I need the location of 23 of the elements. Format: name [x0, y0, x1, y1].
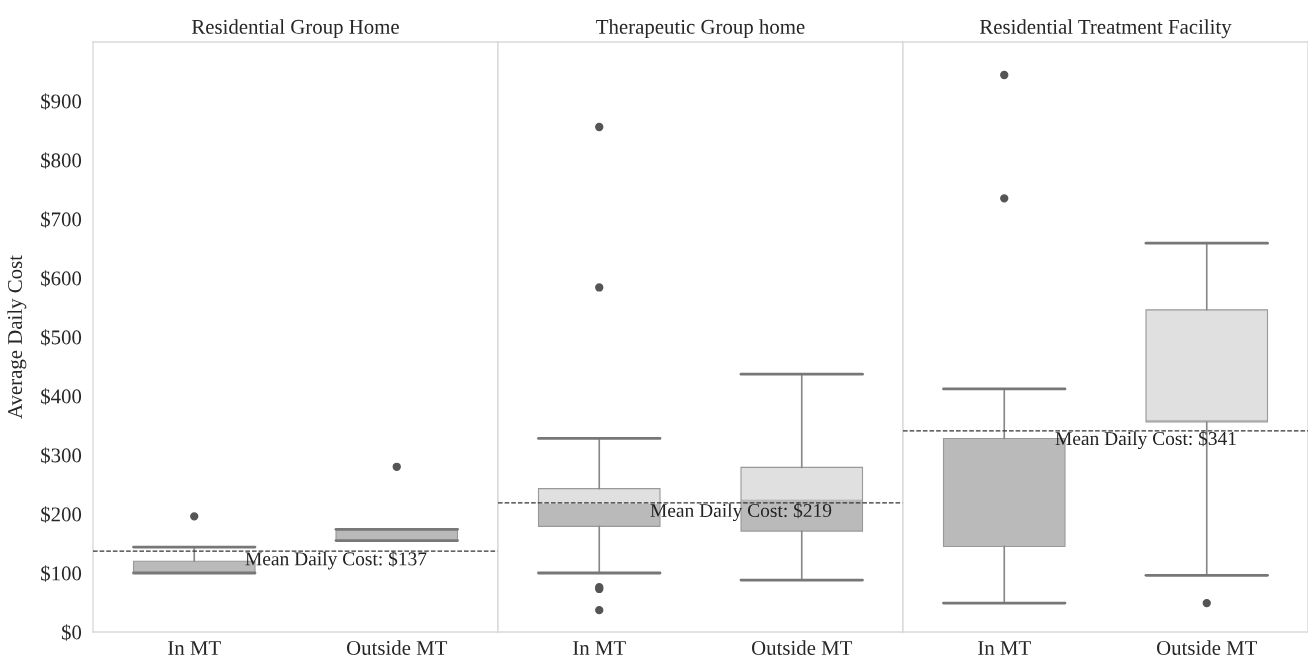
y-axis-title: Average Daily Cost — [7, 255, 27, 419]
y-tick-label: $800 — [41, 152, 82, 169]
chart-title: Residential Treatment Facility — [979, 19, 1232, 39]
ref-line-label: Mean Daily Cost: $341 — [1055, 430, 1236, 450]
chart-title: Residential Group Home — [191, 19, 399, 39]
y-tick-label: $900 — [41, 93, 82, 110]
x-tick-label: In MT — [978, 641, 1031, 655]
y-tick-label: $100 — [41, 565, 82, 582]
ref-line-label: Mean Daily Cost: $219 — [650, 502, 832, 522]
ref-line-label: Mean Daily Cost: $137 — [245, 551, 427, 570]
x-tick-label: Outside MT — [346, 640, 448, 655]
y-tick-label: $700 — [41, 211, 82, 228]
x-tick-label: Outside MT — [1156, 640, 1258, 655]
chart-title: Therapeutic Group home — [596, 19, 805, 39]
y-tick-label: $400 — [41, 388, 82, 405]
y-tick-label: $0 — [61, 624, 82, 641]
x-tick-label: Outside MT — [751, 640, 853, 655]
y-tick-label: $500 — [41, 329, 82, 346]
y-tick-label: $600 — [41, 270, 82, 287]
x-tick-label: In MT — [168, 641, 221, 655]
y-tick-label: $300 — [41, 447, 82, 464]
x-tick-label: In MT — [573, 641, 626, 655]
y-tick-label: $200 — [41, 506, 82, 523]
